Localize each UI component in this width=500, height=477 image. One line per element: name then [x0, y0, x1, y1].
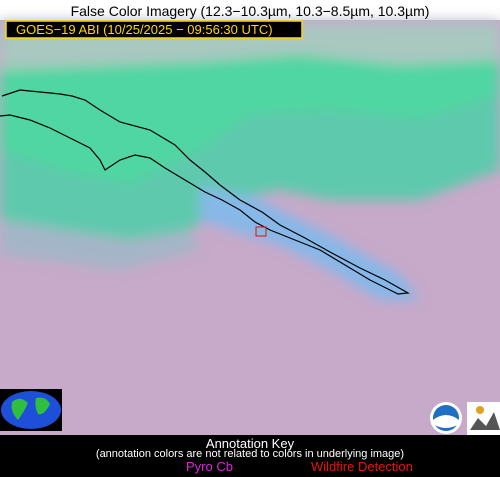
- noaa-logo: [430, 402, 462, 434]
- globe-icon: [0, 389, 62, 431]
- title: False Color Imagery (12.3−10.3µm, 10.3−8…: [70, 3, 430, 19]
- legend-wildfire: Wildfire Detection: [311, 459, 413, 474]
- annotation-key-title: Annotation Key: [205, 436, 295, 451]
- cimss-logo: [467, 402, 500, 435]
- legend-pyro-cb: Pyro Cb: [186, 459, 233, 474]
- annotation-note: (annotation colors are not related to co…: [95, 448, 405, 460]
- subtitle: GOES−19 ABI (10/25/2025 − 09:56:30 UTC): [16, 22, 273, 37]
